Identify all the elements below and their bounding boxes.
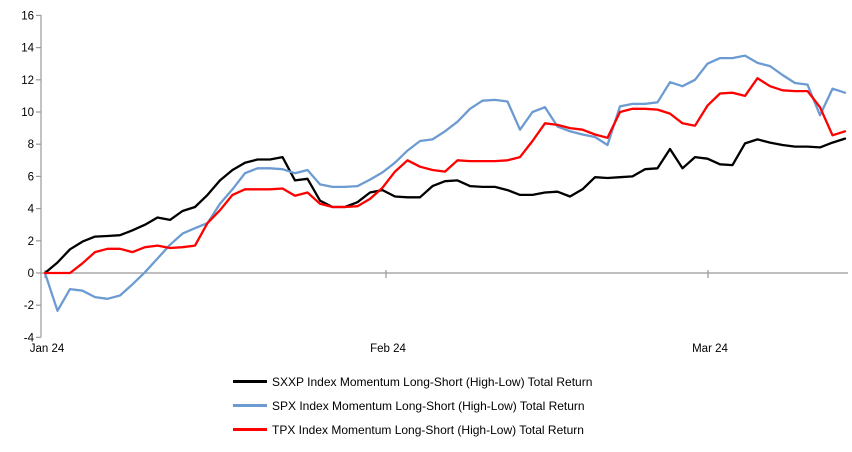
y-tick-label--2: -2 (24, 300, 34, 312)
y-tick-label-4: 4 (28, 204, 35, 216)
y-tick-label-2: 2 (28, 236, 34, 248)
y-tick-label--4: -4 (24, 332, 35, 344)
legend-label-spx: SPX Index Momentum Long-Short (High-Low)… (272, 398, 585, 413)
x-tick-label-Jan-24: Jan 24 (30, 343, 65, 355)
legend-item-tpx: TPX Index Momentum Long-Short (High-Low)… (233, 422, 592, 437)
legend-line-swatch-sxxp (233, 380, 267, 383)
series-line-1 (43, 54, 847, 312)
y-tick-label-12: 12 (21, 75, 34, 87)
series-line-0 (43, 137, 847, 275)
legend-line-swatch-tpx (233, 428, 267, 431)
y-tick-label-14: 14 (21, 43, 34, 55)
legend-item-sxxp: SXXP Index Momentum Long-Short (High-Low… (233, 374, 592, 389)
legend-item-spx: SPX Index Momentum Long-Short (High-Low)… (233, 398, 592, 413)
legend-label-tpx: TPX Index Momentum Long-Short (High-Low)… (272, 422, 584, 437)
x-tick-label-Feb-24: Feb 24 (370, 343, 406, 355)
y-tick-label-6: 6 (28, 171, 34, 183)
y-tick-label-8: 8 (28, 139, 34, 151)
x-tick-label-Mar-24: Mar 24 (692, 343, 728, 355)
series-line-2 (43, 77, 847, 275)
y-tick-label-16: 16 (21, 10, 34, 22)
legend-line-swatch-spx (233, 404, 267, 407)
legend-label-sxxp: SXXP Index Momentum Long-Short (High-Low… (272, 374, 593, 389)
y-tick-label-0: 0 (28, 268, 34, 280)
legend: SXXP Index Momentum Long-Short (High-Low… (233, 374, 592, 437)
y-tick-label-10: 10 (21, 107, 34, 119)
